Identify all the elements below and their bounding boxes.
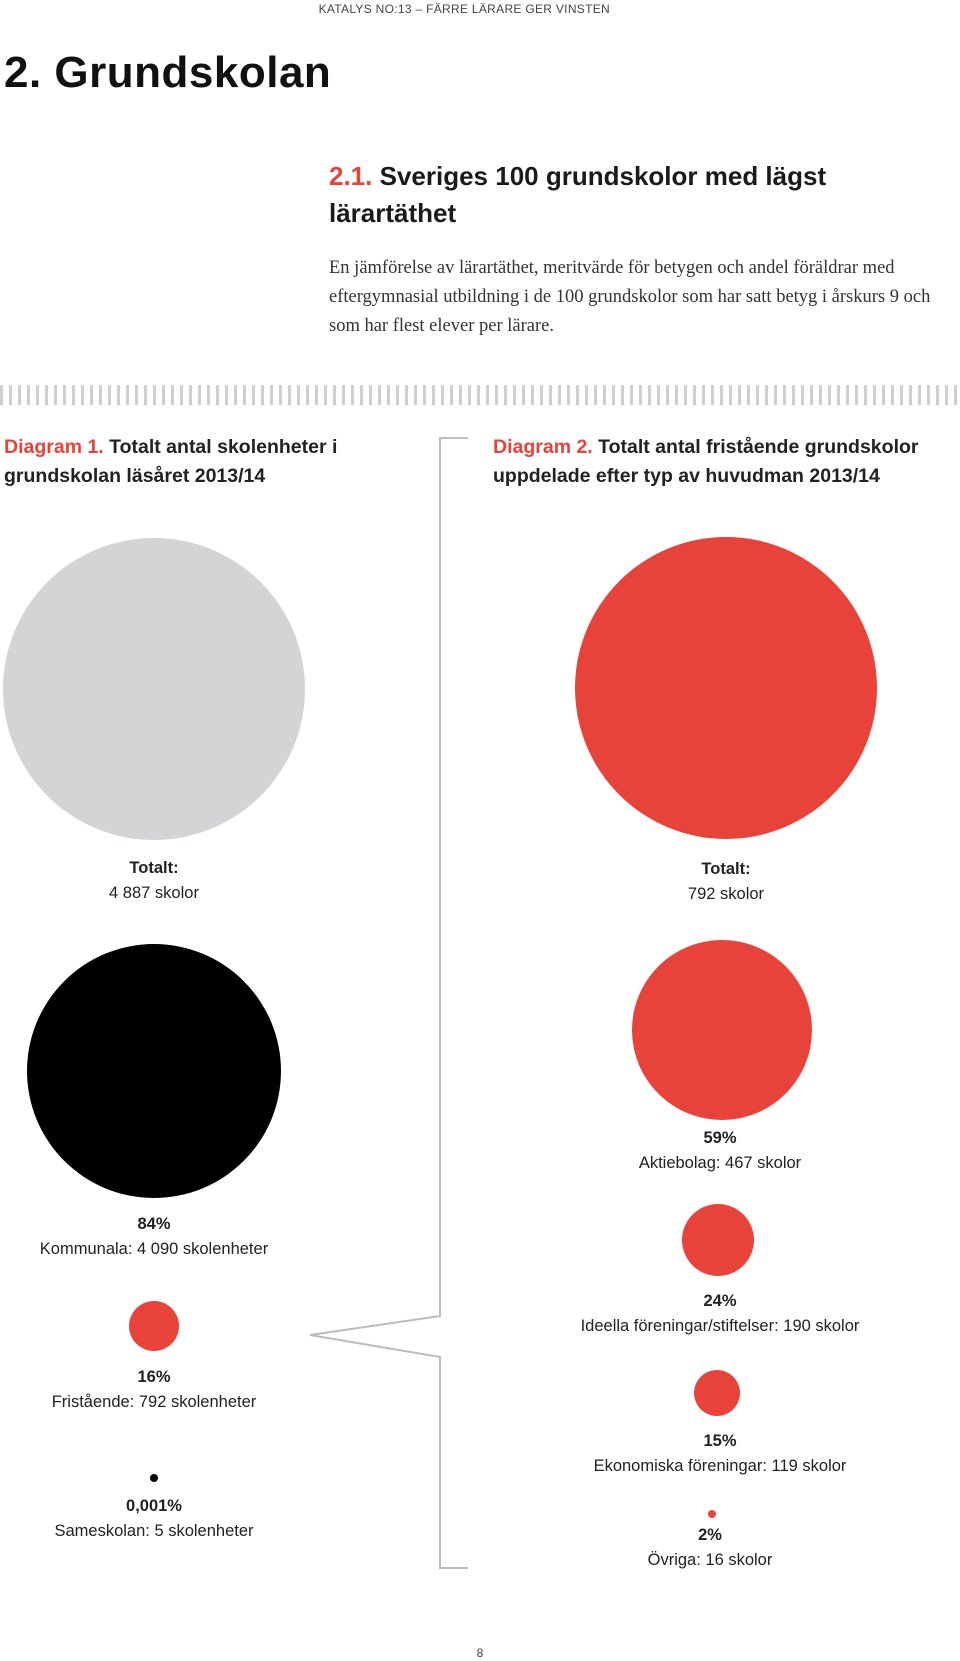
section-heading: 2.1. Sveriges 100 grundskolor med lägst …	[329, 158, 849, 232]
d2-ideella-bubble	[682, 1204, 754, 1276]
d2-ekonomiska-bubble	[694, 1370, 740, 1416]
d1-sameskolan-bubble	[150, 1474, 158, 1482]
d2-ekonomiska-percent: 15%	[703, 1432, 737, 1450]
d2-aktiebolag-text: Aktiebolag: 467 skolor	[638, 1154, 802, 1172]
d1-fristaende-percent: 16%	[137, 1368, 171, 1386]
d1-total-value: 4 887 skolor	[109, 884, 199, 902]
diagram-2-label: Diagram 2.	[493, 436, 593, 458]
running-header: KATALYS NO:13 – FÄRRE LÄRARE GER VINSTEN	[318, 2, 610, 16]
d2-ideella-text: Ideella föreningar/stiftelser: 190 skolo…	[580, 1317, 860, 1335]
d1-sameskolan-text: Sameskolan: 5 skolenheter	[54, 1522, 254, 1540]
d1-sameskolan-caption: 0,001% Sameskolan: 5 skolenheter	[4, 1494, 304, 1544]
d2-ekonomiska-text: Ekonomiska föreningar: 119 skolor	[593, 1457, 847, 1475]
dashed-divider	[0, 385, 958, 405]
section-title: Sveriges 100 grundskolor med lägst lärar…	[329, 161, 827, 228]
d1-fristaende-bubble	[129, 1301, 179, 1351]
d2-aktiebolag-bubble	[632, 940, 812, 1120]
d2-ovriga-text: Övriga: 16 skolor	[647, 1551, 773, 1569]
d2-ideella-percent: 24%	[703, 1292, 737, 1310]
diagram-1-label: Diagram 1.	[4, 436, 104, 458]
diagram-2-title-text: Totalt antal fristående grundskolor uppd…	[493, 436, 919, 487]
section-intro: En jämförelse av lärartäthet, meritvärde…	[329, 258, 931, 336]
d2-ideella-caption: 24% Ideella föreningar/stiftelser: 190 s…	[520, 1289, 920, 1339]
d1-total-caption: Totalt: 4 887 skolor	[4, 856, 304, 906]
bracket-connector	[309, 437, 468, 1569]
d2-aktiebolag-caption: 59% Aktiebolag: 467 skolor	[540, 1126, 900, 1176]
d1-total-label: Totalt:	[129, 859, 179, 877]
diagram-2-title: Diagram 2. Totalt antal fristående grund…	[493, 433, 953, 491]
d2-ekonomiska-caption: 15% Ekonomiska föreningar: 119 skolor	[540, 1429, 900, 1479]
diagram-1-title: Diagram 1. Totalt antal skolenheter i gr…	[4, 433, 404, 491]
d1-kommunala-bubble	[27, 944, 281, 1198]
diagram-1-title-text: Totalt antal skolenheter i grundskolan l…	[4, 436, 338, 487]
d2-ovriga-caption: 2% Övriga: 16 skolor	[560, 1523, 860, 1573]
section-number: 2.1.	[329, 161, 373, 191]
d1-total-bubble	[3, 538, 305, 840]
d1-sameskolan-percent: 0,001%	[126, 1497, 182, 1515]
page-number: 8	[476, 1646, 484, 1660]
d2-total-bubble	[575, 537, 877, 839]
d1-kommunala-percent: 84%	[137, 1215, 171, 1233]
chapter-title: 2. Grundskolan	[4, 48, 332, 97]
d2-total-value: 792 skolor	[687, 885, 765, 903]
d1-kommunala-caption: 84% Kommunala: 4 090 skolenheter	[4, 1212, 304, 1262]
d2-aktiebolag-percent: 59%	[703, 1129, 737, 1147]
d2-ovriga-bubble	[708, 1510, 716, 1518]
d2-total-caption: Totalt: 792 skolor	[576, 857, 876, 907]
d1-fristaende-caption: 16% Fristående: 792 skolenheter	[4, 1365, 304, 1415]
d1-fristaende-text: Fristående: 792 skolenheter	[51, 1393, 257, 1411]
d2-total-label: Totalt:	[701, 860, 751, 878]
d1-kommunala-text: Kommunala: 4 090 skolenheter	[39, 1240, 269, 1258]
d2-ovriga-percent: 2%	[698, 1526, 722, 1544]
